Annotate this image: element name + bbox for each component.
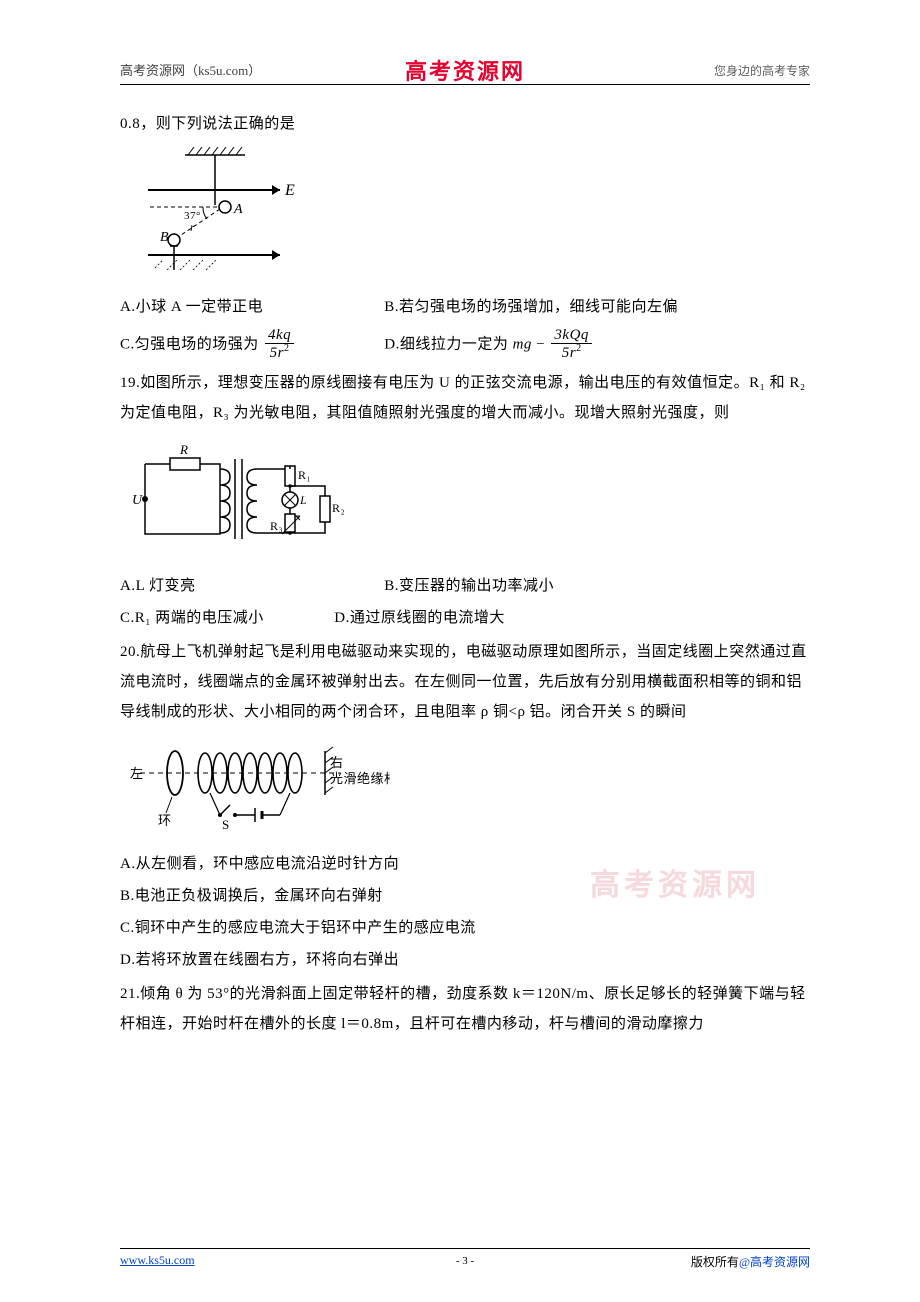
q19-option-b: B.变压器的输出功率减小 — [384, 571, 554, 601]
svg-text:左: 左 — [130, 766, 144, 781]
svg-text:E: E — [284, 182, 295, 199]
q20-figure: 左 环 — [130, 733, 810, 843]
header-right-text: 您身边的高考专家 — [714, 62, 810, 79]
page: 高考资源网（ks5u.com） 高考资源网 您身边的高考专家 高考资源网 0.8… — [0, 0, 920, 1302]
q20-option-d: D.若将环放置在线圈右方，环将向右弹出 — [120, 945, 810, 975]
q20-option-a: A.从左侧看，环中感应电流沿逆时针方向 — [120, 849, 810, 879]
footer-url[interactable]: www.ks5u.com — [120, 1253, 195, 1267]
q18-diagram-icon: E A r 37° B — [130, 145, 300, 285]
q20-diagram-icon: 左 环 — [130, 733, 390, 843]
q20-option-b: B.电池正负极调换后，金属环向右弹射 — [120, 881, 810, 911]
svg-text:R₃: R₃ — [270, 519, 283, 533]
header-center-logo-text: 高考资源网 — [405, 54, 525, 86]
q18-optC-fraction: 4kq 5r2 — [265, 328, 294, 363]
svg-text:r: r — [190, 220, 195, 234]
q18-intro: 0.8，则下列说法正确的是 — [120, 109, 810, 139]
svg-text:右: 右 — [330, 755, 344, 770]
q18-figure: E A r 37° B — [130, 145, 810, 285]
footer-copyright: 版权所有@高考资源网 — [691, 1253, 810, 1270]
q18-optD-fraction: 3kQq 5r2 — [551, 328, 592, 363]
q19-options-row1: A.L 灯变亮 B.变压器的输出功率减小 — [120, 570, 810, 601]
q19-option-a: A.L 灯变亮 — [120, 571, 380, 601]
page-header: 高考资源网（ks5u.com） 高考资源网 您身边的高考专家 — [120, 60, 810, 85]
q19-options-row2: C.R₁ 两端的电压减小 D.通过原线圈的电流增大 — [120, 603, 810, 634]
svg-text:A: A — [233, 202, 243, 217]
document-body: 0.8，则下列说法正确的是 E A — [120, 109, 810, 1039]
q18-option-d: D.细线拉力一定为 mg − 3kQq 5r2 — [384, 328, 594, 363]
q18-options-row1: A.小球 A 一定带正电 B.若匀强电场的场强增加，细线可能向左偏 — [120, 291, 810, 322]
q20-text: 20.航母上飞机弹射起飞是利用电磁驱动来实现的，电磁驱动原理如图所示，当固定线圈… — [120, 637, 810, 727]
svg-text:U: U — [132, 493, 143, 508]
header-left-text: 高考资源网（ks5u.com） — [120, 63, 261, 78]
svg-text:光滑绝缘杆: 光滑绝缘杆 — [330, 771, 390, 786]
svg-text:L: L — [299, 493, 307, 507]
q21-text: 21.倾角 θ 为 53°的光滑斜面上固定带轻杆的槽，劲度系数 k＝120N/m… — [120, 979, 810, 1039]
svg-text:S: S — [222, 817, 230, 832]
svg-text:R₂: R₂ — [332, 501, 345, 515]
svg-text:R₁: R₁ — [298, 468, 311, 482]
q19-text: 19.如图所示，理想变压器的原线圈接有电压为 U 的正弦交流电源，输出电压的有效… — [120, 368, 810, 428]
footer-page-number: - 3 - — [456, 1255, 474, 1267]
q19-option-c: C.R₁ 两端的电压减小 — [120, 603, 330, 633]
svg-text:B: B — [160, 230, 169, 245]
q19-option-d: D.通过原线圈的电流增大 — [334, 603, 505, 633]
q18-option-c: C.匀强电场的场强为 4kq 5r2 — [120, 328, 380, 363]
svg-text:R: R — [179, 442, 188, 457]
q18-option-a: A.小球 A 一定带正电 — [120, 292, 380, 322]
svg-text:37°: 37° — [184, 210, 201, 222]
svg-text:环: 环 — [158, 813, 172, 828]
q20-option-c: C.铜环中产生的感应电流大于铝环中产生的感应电流 — [120, 913, 810, 943]
q18-option-b: B.若匀强电场的场强增加，细线可能向左偏 — [384, 292, 678, 322]
page-footer: www.ks5u.com - 3 - 版权所有@高考资源网 — [120, 1248, 810, 1268]
q19-circuit-icon: R U R₁ L — [130, 434, 350, 564]
q19-figure: R U R₁ L — [130, 434, 810, 564]
q18-options-row2: C.匀强电场的场强为 4kq 5r2 D.细线拉力一定为 mg − 3kQq 5… — [120, 328, 810, 363]
